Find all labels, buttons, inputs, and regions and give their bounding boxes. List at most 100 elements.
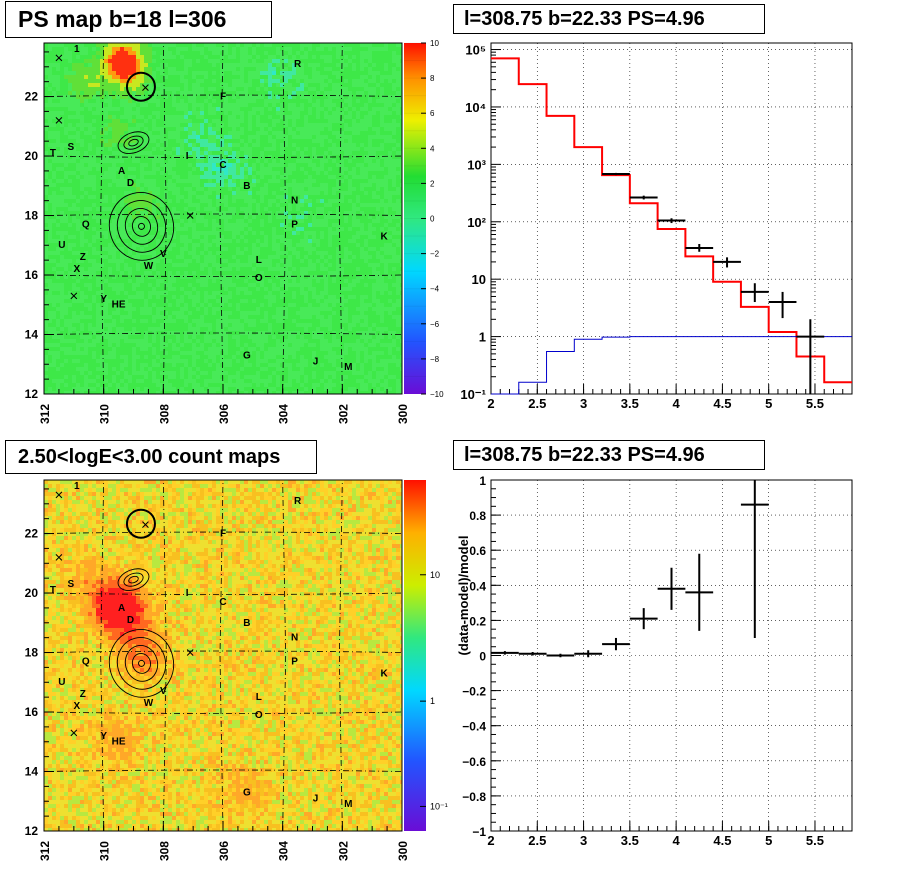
count_map-contour-ring bbox=[128, 575, 139, 584]
count_map-contour-ring bbox=[124, 645, 159, 682]
count_map-ytick-label: 14 bbox=[25, 765, 39, 779]
count_map-contour-ring bbox=[117, 568, 150, 591]
ps_map-source-label: W bbox=[144, 261, 154, 272]
ps_map-contour-ring bbox=[131, 215, 151, 237]
ps_map-colorbar-label: −6 bbox=[430, 320, 440, 329]
ps_map-xtick-label: 304 bbox=[277, 404, 291, 424]
ps_map-xtick-label: 302 bbox=[336, 404, 350, 424]
residual-ytick-label: 0.6 bbox=[469, 544, 486, 558]
count_map-ytick-label: 16 bbox=[25, 705, 39, 719]
spectrum-ytick-label: 10⁵ bbox=[465, 43, 486, 58]
spectrum-xtick-label: 4.5 bbox=[713, 396, 731, 411]
ps_map-source-label: G bbox=[243, 350, 251, 361]
ps_map-xtick-label: 310 bbox=[98, 404, 112, 424]
residual-ytick-label: −1 bbox=[472, 825, 486, 839]
residual-data-point bbox=[740, 480, 769, 638]
ps_map-pixels bbox=[44, 43, 403, 395]
spectrum-xtick-label: 2.5 bbox=[528, 396, 546, 411]
count_map-colorbar: 10 1 10⁻¹ bbox=[404, 480, 448, 831]
count_map-source-label: S bbox=[68, 579, 75, 590]
count_map-source-label: N bbox=[291, 633, 298, 644]
count_map-contour-ring bbox=[138, 659, 145, 667]
count_map-source-label: W bbox=[144, 698, 154, 709]
count_map-source-label: D bbox=[127, 615, 134, 626]
residual-data-point bbox=[685, 553, 714, 631]
ps_map-ytick-label: 20 bbox=[25, 149, 39, 163]
ps_map-source-label: HE bbox=[112, 300, 126, 311]
ps_map-contour-ring bbox=[108, 192, 175, 261]
ps_map-contours bbox=[108, 131, 175, 261]
ps_map-source-marker bbox=[55, 54, 63, 62]
count_map-ytick-label: 18 bbox=[25, 646, 39, 660]
ps_map-colorbar-label: −2 bbox=[430, 250, 440, 259]
ps_map-xtick-label: 312 bbox=[38, 404, 52, 424]
ps_map-source-label: V bbox=[160, 249, 167, 260]
ps_map-source-label: M bbox=[344, 362, 352, 373]
ps_map-source-label: Q bbox=[82, 219, 90, 230]
count_map-ytick-label: 20 bbox=[25, 586, 39, 600]
residual-xtick-label: 3.5 bbox=[621, 833, 639, 848]
ps_map-colorbar-label: 6 bbox=[430, 109, 435, 118]
ps_map-source-label: C bbox=[219, 160, 226, 171]
residual-data-point bbox=[491, 651, 519, 655]
residual-ytick-label: 0.8 bbox=[469, 509, 486, 523]
count_map-source-label: I bbox=[186, 588, 189, 599]
residual-data-point bbox=[518, 651, 547, 656]
spectrum-xtick-label: 5 bbox=[765, 396, 772, 411]
count_map-source-label: M bbox=[344, 799, 352, 810]
spectrum-panel: 2 2.5 3 3.5 4 4.5 5 5.5 10⁻¹ 1 10 10² 10³ 10⁴ 10⁵ bbox=[460, 42, 853, 411]
spectrum-data-point bbox=[740, 283, 769, 303]
ps_map-colorbar-label: −4 bbox=[430, 285, 440, 294]
count_map-contour-ring bbox=[116, 637, 167, 690]
ps_map-source-marker bbox=[186, 212, 194, 219]
residual-ytick-label: 1 bbox=[479, 474, 486, 488]
count_map-source-label: B bbox=[243, 618, 250, 629]
ps_map-xtick-label: 300 bbox=[396, 404, 410, 424]
ps_map-source-label: T bbox=[50, 148, 56, 159]
spectrum-data-point bbox=[657, 218, 686, 224]
count_map-source-label: T bbox=[50, 585, 56, 596]
spectrum-xtick-label: 3.5 bbox=[621, 396, 639, 411]
spectrum-title: l=308.75 b=22.33 PS=4.96 bbox=[453, 4, 765, 34]
count_map-xtick-label: 308 bbox=[157, 841, 171, 861]
ps_map-ytick-label: 16 bbox=[25, 268, 39, 282]
count_map-xtick-label: 304 bbox=[277, 841, 291, 861]
ps_map-source-label: O bbox=[255, 273, 263, 284]
count_map-source-label: V bbox=[160, 686, 167, 697]
spectrum-step-series-1 bbox=[491, 336, 852, 395]
residual-xtick-label: 5.5 bbox=[806, 833, 824, 848]
count_map-contours bbox=[108, 568, 175, 698]
count_map-source-label: U bbox=[58, 677, 65, 688]
ps_map-roi-circle bbox=[125, 71, 156, 102]
count_map-ytick-label: 12 bbox=[25, 824, 39, 838]
spectrum-data-point bbox=[796, 319, 825, 394]
count_map-source-label: K bbox=[380, 668, 388, 679]
ps_map-contour-ring bbox=[117, 131, 150, 154]
residual-data-point bbox=[657, 567, 686, 610]
ps_map-ytick-label: 12 bbox=[25, 387, 39, 401]
ps_map-source-marker bbox=[70, 292, 78, 300]
ps_map-source-label: N bbox=[291, 196, 298, 207]
count_map-source-label: Y bbox=[100, 731, 107, 742]
ps_map-colorbar-label: −8 bbox=[430, 355, 440, 364]
ps_map-source-label: K bbox=[380, 231, 388, 242]
count_map-xtick-label: 300 bbox=[396, 841, 410, 861]
count_map-source-label: Q bbox=[82, 656, 90, 667]
ps_map-source-label: R bbox=[294, 59, 302, 70]
count_map-source-label: A bbox=[118, 603, 125, 614]
ps_map-source-label: A bbox=[118, 166, 125, 177]
ps_map-contour-ring bbox=[123, 135, 144, 150]
residual-xtick-label: 4.5 bbox=[713, 833, 731, 848]
residual-xtick-label: 5 bbox=[765, 833, 772, 848]
count_map-source-marker bbox=[70, 729, 78, 737]
ps_map-panel: 312 310 308 306 304 302 300 12 14 16 18 20 22 1 R F T S I C… bbox=[25, 42, 410, 424]
ps_map-colorbar-label: 2 bbox=[430, 179, 435, 188]
ps_map-colorbar-label: 4 bbox=[430, 144, 435, 153]
ps-map-title: PS map b=18 l=306 bbox=[5, 1, 272, 38]
spectrum-ytick-label: 10⁻¹ bbox=[460, 387, 486, 402]
residual-ytick-label: −0.8 bbox=[462, 790, 486, 804]
count_map-contour-ring bbox=[108, 629, 175, 698]
count_map-source-marker bbox=[55, 491, 63, 499]
ps_map-source-marker bbox=[55, 116, 63, 124]
spectrum-step-series-0 bbox=[491, 57, 852, 384]
